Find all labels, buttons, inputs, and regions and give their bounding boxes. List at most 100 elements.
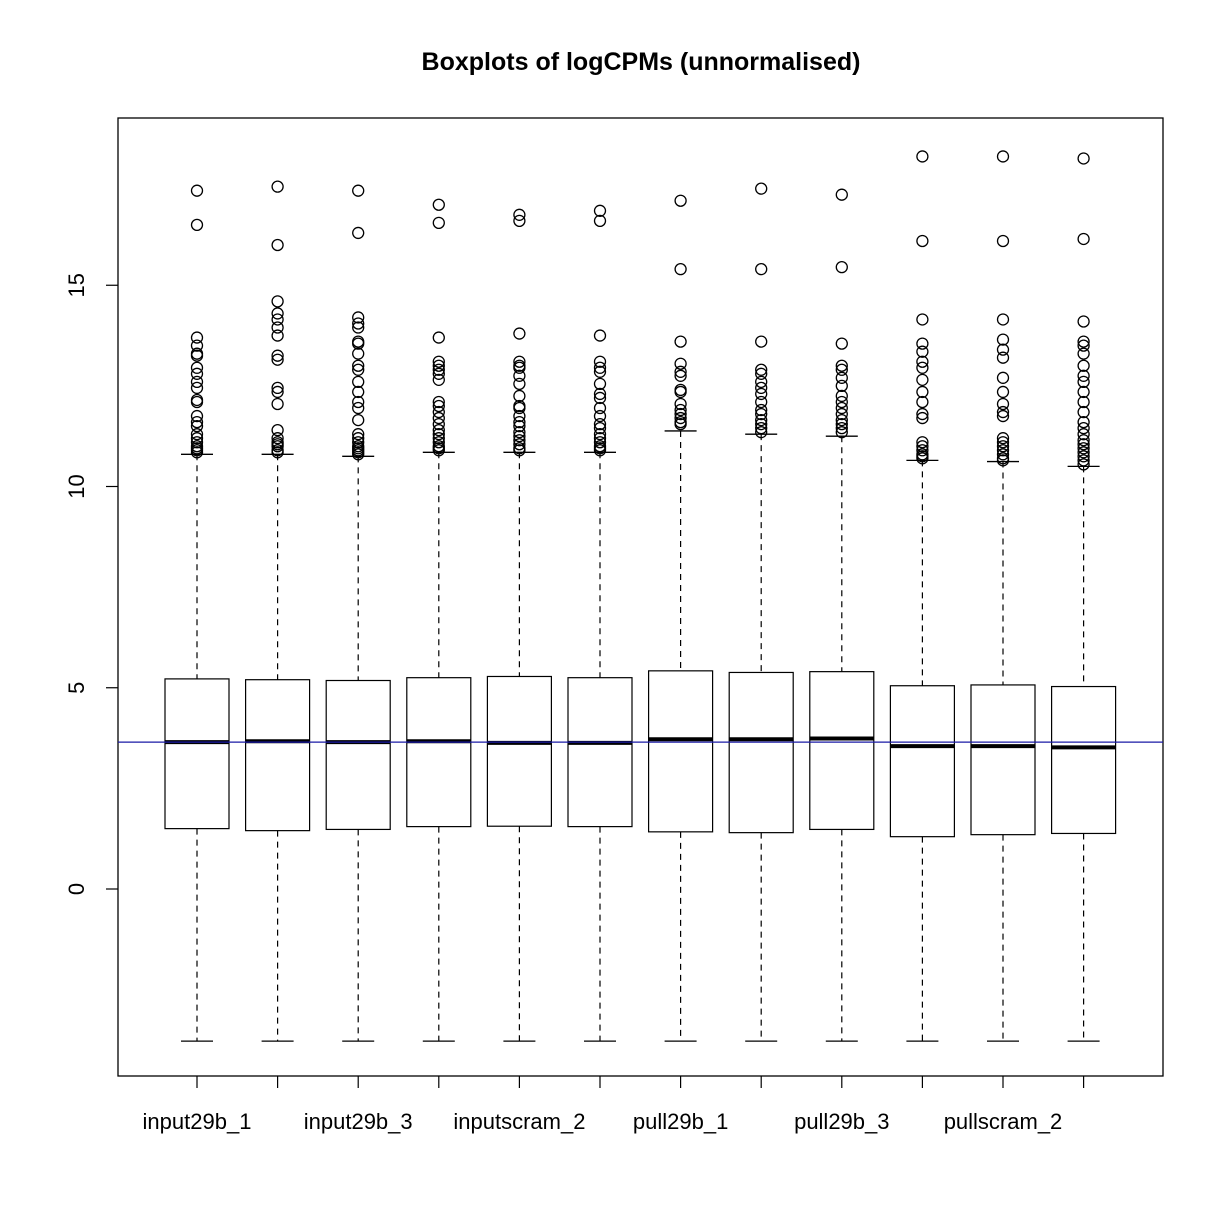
outlier-point <box>916 452 929 465</box>
outlier-point <box>593 432 607 445</box>
outlier-point <box>513 327 526 340</box>
outlier-point <box>755 426 768 439</box>
x-tick-label: pull29b_3 <box>794 1109 889 1134</box>
outlier-point <box>271 397 284 411</box>
outlier-point <box>513 409 526 423</box>
box-iqr <box>728 671 794 834</box>
outlier-point <box>755 407 768 421</box>
box-4 <box>406 198 472 1042</box>
outlier-point <box>916 355 929 368</box>
outlier-point <box>190 381 204 395</box>
outlier-point <box>755 367 768 380</box>
outlier-point <box>593 428 607 441</box>
outlier-point <box>996 371 1010 384</box>
outlier-point <box>1077 339 1090 352</box>
box-iqr <box>1050 685 1117 835</box>
outlier-point <box>352 359 365 372</box>
outlier-point <box>755 262 768 276</box>
outlier-point <box>996 454 1010 467</box>
outlier-point <box>1077 415 1090 429</box>
outlier-point <box>916 313 929 326</box>
outlier-point <box>916 440 929 453</box>
outlier-point <box>755 387 768 401</box>
outlier-point <box>190 428 204 441</box>
outlier-point <box>271 321 284 334</box>
outlier-point <box>755 413 768 427</box>
box-iqr <box>164 678 230 830</box>
outlier-point <box>352 448 365 461</box>
box-iqr <box>325 679 391 831</box>
outlier-point <box>352 401 365 415</box>
outlier-point <box>835 417 848 431</box>
outlier-point <box>513 438 526 451</box>
outlier-point <box>755 375 768 389</box>
outlier-point <box>271 329 284 342</box>
x-tick-label: pull29b_1 <box>633 1109 728 1134</box>
outlier-point <box>996 333 1010 346</box>
outlier-point <box>593 401 607 415</box>
outlier-point <box>916 436 929 449</box>
outlier-point <box>513 355 526 368</box>
outlier-point <box>432 216 445 230</box>
outlier-point <box>1077 152 1090 165</box>
outlier-point <box>352 432 365 445</box>
outlier-point <box>271 440 284 453</box>
outlier-point <box>352 375 365 389</box>
outlier-point <box>190 367 204 380</box>
outlier-point <box>1077 438 1090 451</box>
outlier-point <box>352 311 365 324</box>
box-iqr <box>970 684 1036 836</box>
box-2 <box>245 180 311 1042</box>
outlier-point <box>755 335 768 348</box>
outlier-point <box>1077 442 1090 455</box>
outlier-point <box>1077 385 1090 399</box>
box-6 <box>567 204 633 1042</box>
outlier-point <box>432 423 445 437</box>
outlier-point <box>513 434 526 447</box>
outlier-point <box>674 335 687 348</box>
outlier-point <box>996 440 1010 453</box>
outlier-point <box>1077 347 1090 360</box>
outlier-point <box>835 395 848 409</box>
outlier-point <box>513 208 526 221</box>
outlier-point <box>513 214 526 228</box>
outlier-point <box>835 407 848 421</box>
outlier-point <box>513 444 526 457</box>
outlier-point <box>432 331 445 344</box>
chart-title: Boxplots of logCPMs (unnormalised) <box>422 48 861 76</box>
outlier-point <box>996 385 1010 399</box>
outlier-point <box>432 436 445 449</box>
x-tick-label: input29b_1 <box>143 1109 252 1134</box>
outlier-point <box>1077 454 1090 467</box>
outlier-point <box>352 184 365 197</box>
outlier-point <box>190 339 204 352</box>
box-iqr <box>809 671 875 831</box>
outlier-point <box>996 343 1010 356</box>
outlier-point <box>916 385 929 399</box>
outlier-point <box>674 365 687 378</box>
outlier-point <box>190 331 204 344</box>
outlier-point <box>835 371 848 384</box>
outlier-point <box>271 381 284 395</box>
box-10 <box>889 150 956 1042</box>
outlier-point <box>593 436 607 449</box>
outlier-point <box>916 361 929 374</box>
outlier-point <box>513 361 526 374</box>
outlier-point <box>593 204 607 217</box>
y-tick-label: 15 <box>64 273 89 297</box>
outlier-point <box>432 359 445 372</box>
outlier-point <box>352 337 365 350</box>
outlier-point <box>190 432 204 445</box>
box-9 <box>809 188 875 1042</box>
outlier-point <box>513 426 526 439</box>
outlier-point <box>271 432 284 445</box>
y-tick-label: 10 <box>64 474 89 498</box>
outlier-point <box>190 415 204 429</box>
outlier-point <box>432 367 445 380</box>
outlier-point <box>835 389 848 403</box>
outlier-point <box>1077 405 1090 419</box>
outlier-point <box>513 377 526 391</box>
outlier-point <box>916 407 929 421</box>
outlier-point <box>593 444 607 457</box>
